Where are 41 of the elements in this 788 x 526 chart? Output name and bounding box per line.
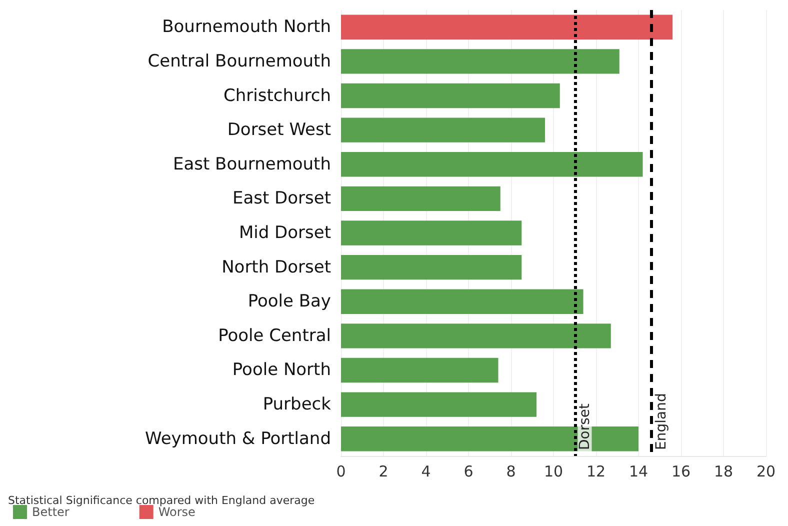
bar — [341, 392, 536, 417]
bar — [341, 152, 643, 177]
y-tick-label: Weymouth & Portland — [145, 428, 331, 449]
x-tick-label: 2 — [378, 462, 388, 480]
x-tick-label: 18 — [714, 462, 734, 480]
y-tick-label: Bournemouth North — [162, 17, 331, 38]
legend-label: Better — [32, 505, 70, 519]
x-tick-label: 6 — [464, 462, 474, 480]
x-tick-label: 20 — [756, 462, 776, 480]
ref-line-label: Dorset — [576, 402, 593, 450]
x-tick-label: 16 — [671, 462, 691, 480]
bar — [341, 186, 500, 212]
y-tick-label: Poole Bay — [248, 292, 331, 312]
y-tick-label: North Dorset — [222, 257, 332, 278]
bar — [341, 324, 611, 348]
y-tick-label: Christchurch — [223, 86, 331, 106]
y-tick-label: Poole Central — [218, 326, 331, 346]
legend-title: Statistical Significance compared with England average — [8, 494, 315, 507]
bar — [341, 289, 584, 314]
bar — [341, 220, 522, 246]
bar — [341, 358, 498, 383]
y-tick-label: Poole North — [232, 360, 331, 380]
bar — [341, 254, 522, 280]
bar — [341, 83, 560, 108]
y-tick-label: Mid Dorset — [238, 223, 332, 243]
bar — [341, 14, 672, 40]
y-tick-label: Central Bournemouth — [148, 51, 331, 72]
x-tick-label: 0 — [336, 462, 346, 480]
x-tick-label: 14 — [628, 462, 648, 480]
y-tick-label: East Bournemouth — [172, 154, 331, 174]
y-tick-label: Dorset West — [227, 120, 332, 140]
x-tick-label: 4 — [421, 462, 431, 480]
legend-label: Worse — [158, 505, 196, 519]
x-tick-label: 12 — [586, 462, 606, 480]
y-tick-label: Purbeck — [262, 394, 332, 415]
bar — [341, 118, 545, 142]
x-tick-label: 8 — [506, 462, 516, 480]
x-tick-label: 10 — [544, 462, 564, 480]
ref-line-label: England — [653, 393, 670, 450]
bar — [341, 49, 620, 74]
y-tick-label: East Dorset — [232, 188, 332, 209]
